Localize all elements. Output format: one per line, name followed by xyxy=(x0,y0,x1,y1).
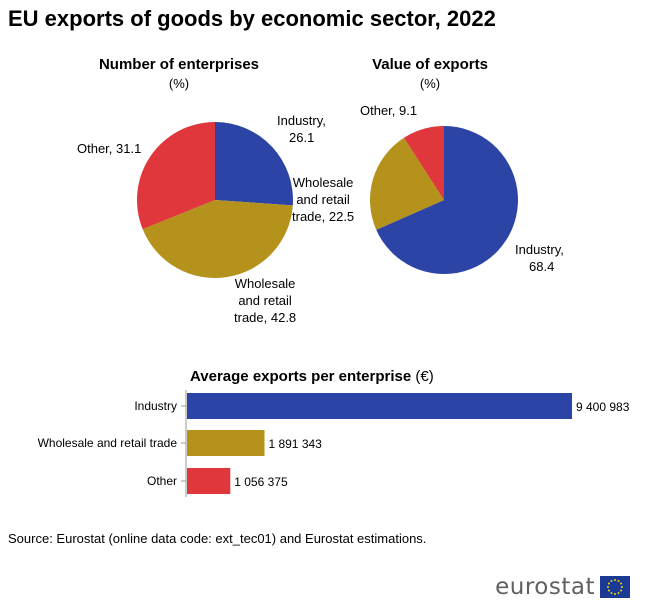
bar-chart-title: Average exports per enterprise (€) xyxy=(190,368,434,385)
chart-title: EU exports of goods by economic sector, … xyxy=(8,6,496,31)
bar-wholesale xyxy=(187,430,265,456)
eu-flag-star xyxy=(610,579,613,582)
pie-enterprises xyxy=(137,122,293,278)
eu-flag-star xyxy=(607,582,610,585)
eurostat-logo: eurostat xyxy=(495,574,630,600)
pie-enterprises-slice-wholesale xyxy=(142,200,293,278)
eu-flag-star xyxy=(614,593,616,595)
pie-enterprises-unit: (%) xyxy=(168,76,190,91)
eu-flag-star xyxy=(621,586,623,588)
pie-enterprises-title: Number of enterprises xyxy=(98,56,260,73)
bar-chart-exports-per-enterprise: Industry 9 400 983 Wholesale and retail tr… xyxy=(38,390,630,497)
pie-exports-slice-wholesale xyxy=(369,137,444,230)
pie-enterprises-slice-industry xyxy=(215,122,293,206)
pie-exports-slice-industry xyxy=(376,126,518,274)
bar-value-label: 1 056 375 xyxy=(234,475,288,489)
eurostat-logo-text: eurostat xyxy=(495,574,595,600)
bar-category-label: Industry xyxy=(134,399,177,413)
bar-category-label: Wholesale and retail trade xyxy=(38,436,178,450)
eu-flag-star xyxy=(617,592,620,595)
source-note: Source: Eurostat (online data code: ext_… xyxy=(8,531,427,546)
pie-exports-title: Value of exports xyxy=(372,56,488,73)
pie-exports-label-other: Other, 9.1 xyxy=(360,103,418,118)
pie-enterprises-label-other: Other, 31.1 xyxy=(77,141,142,156)
eu-flag-star xyxy=(614,579,616,581)
bar-value-label: 9 400 983 xyxy=(576,400,630,414)
eu-flag-star xyxy=(620,582,623,585)
pie-exports xyxy=(369,126,518,274)
pie-exports-slice-other xyxy=(403,126,444,200)
eu-flag-star xyxy=(610,592,613,595)
eu-flag-star xyxy=(607,586,609,588)
eu-flag-star xyxy=(607,589,610,592)
bar-category-label: Other xyxy=(147,474,177,488)
pie-enterprises-label-industry: Industry, 26.1 xyxy=(277,113,326,145)
eu-flag-star xyxy=(620,589,623,592)
bar-other xyxy=(187,468,231,494)
eu-flag-stars xyxy=(607,579,623,595)
pie-enterprises-slice-other xyxy=(137,122,215,230)
bar-industry xyxy=(187,393,572,419)
bar-value-label: 1 891 343 xyxy=(268,437,322,451)
pie-exports-label-industry: Industry, 68.4 xyxy=(515,242,564,274)
pie-exports-unit: (%) xyxy=(419,76,441,91)
pie-exports-label-wholesale: Wholesale and retail trade, 22.5 xyxy=(292,175,355,224)
eu-flag-icon xyxy=(600,576,630,598)
pie-enterprises-label-wholesale: Wholesale and retail trade, 42.8 xyxy=(234,276,297,325)
eu-flag-star xyxy=(617,579,620,582)
